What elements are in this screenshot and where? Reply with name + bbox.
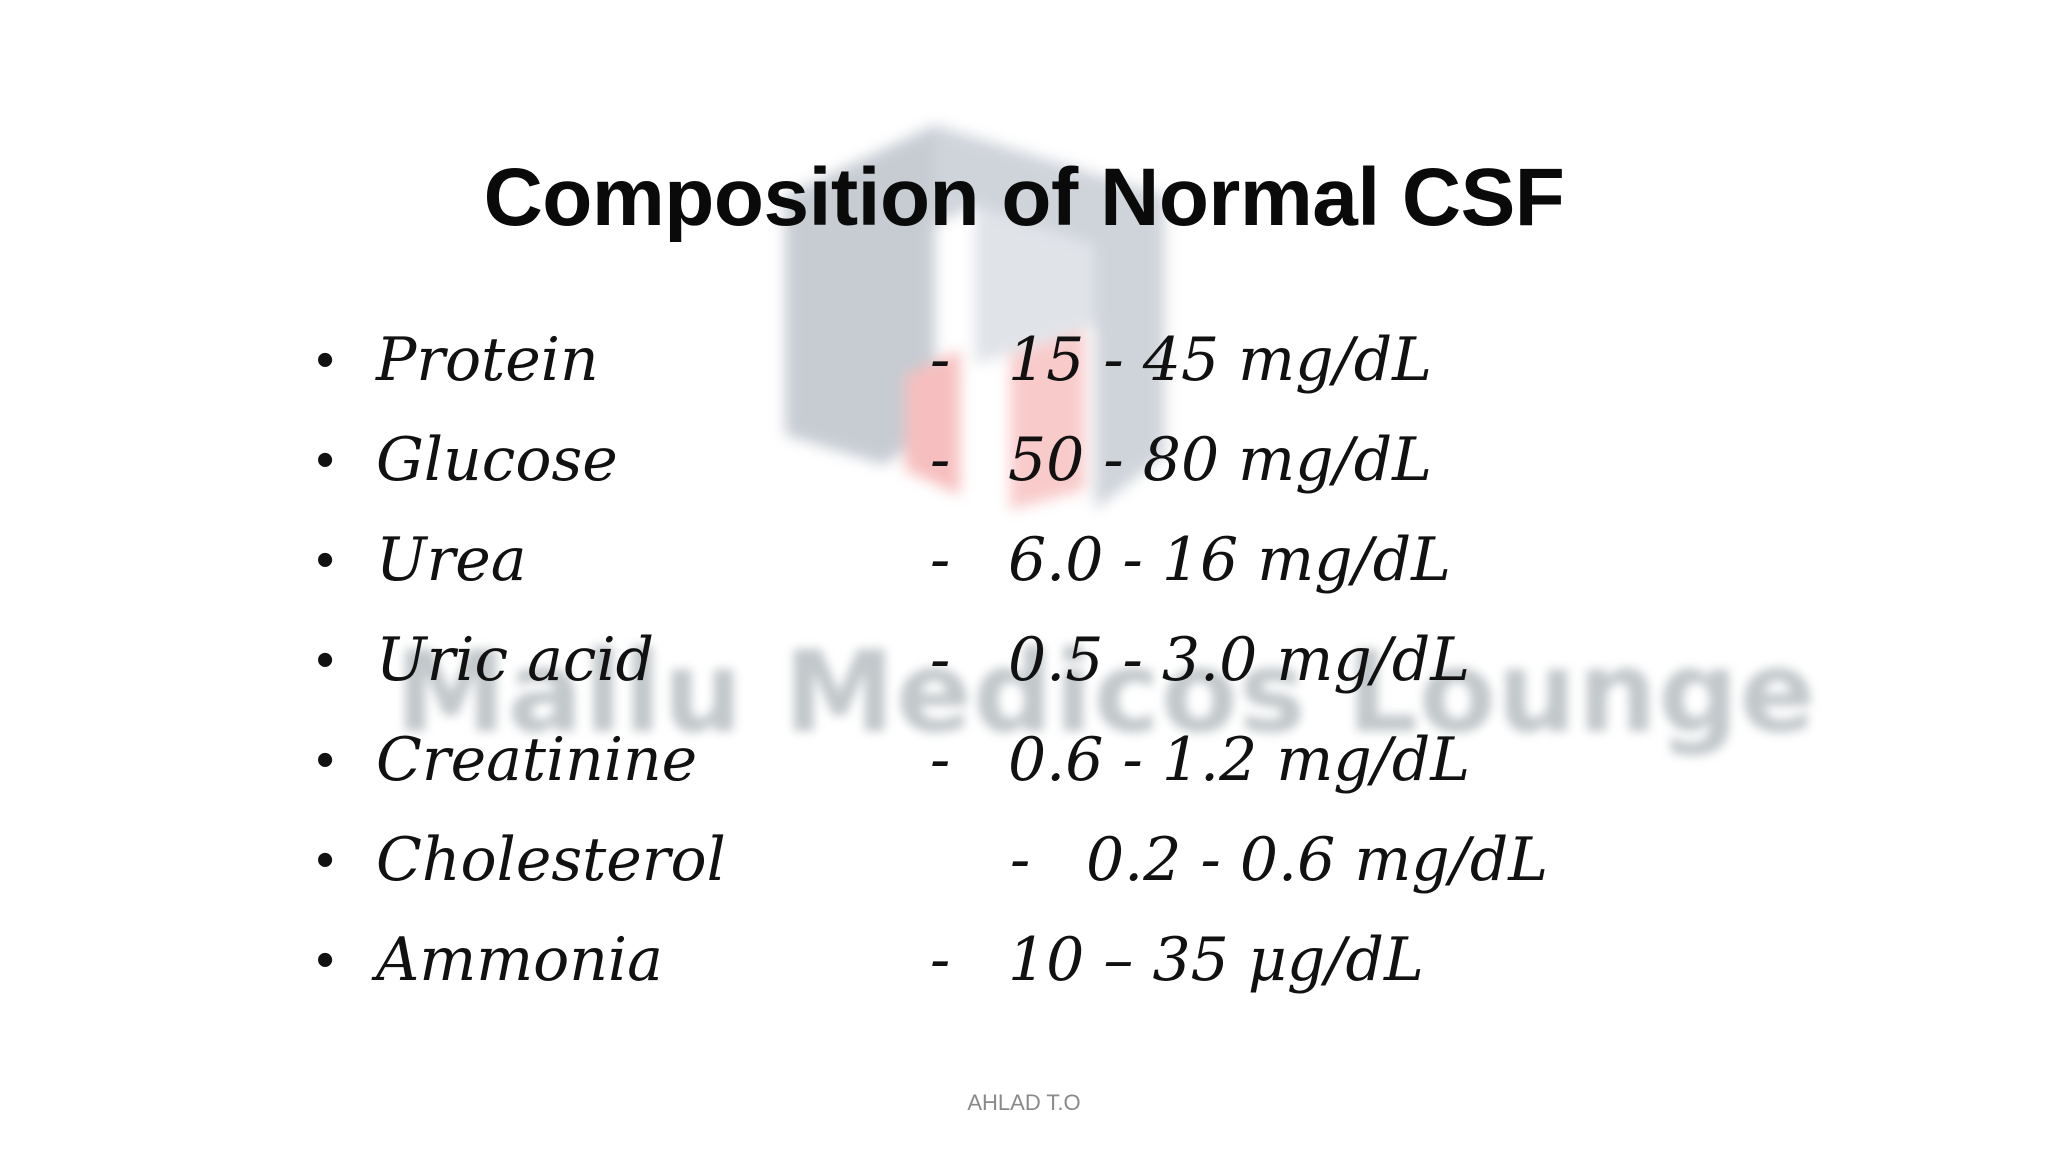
item-value: 10 – 35 μg/dL <box>1008 925 1424 995</box>
item-dash: - <box>930 525 951 595</box>
slide-footer-author: AHLAD T.O <box>967 1090 1081 1115</box>
item-value: 15 - 45 mg/dL <box>1008 325 1432 395</box>
logo-left-block <box>785 125 935 465</box>
item-name: Protein <box>376 325 599 395</box>
list-item-ammonia: • Ammonia - 10 – 35 μg/dL <box>0 910 2048 1010</box>
bullet-icon: • <box>316 831 335 889</box>
item-dash: - <box>930 725 951 795</box>
bullet-icon: • <box>316 531 335 589</box>
item-name: Cholesterol <box>376 825 726 895</box>
item-dash: - <box>930 425 951 495</box>
slide-title: Composition of Normal CSF <box>483 152 1565 243</box>
watermark-logo-icon <box>785 125 1165 510</box>
item-name: Urea <box>376 525 527 595</box>
list-item-protein: • Protein - 15 - 45 mg/dL <box>0 310 2048 410</box>
logo-red-right <box>1010 330 1085 510</box>
item-value: 6.0 - 16 mg/dL <box>1008 525 1452 595</box>
bullet-icon: • <box>316 431 335 489</box>
logo-right-block <box>935 125 1165 510</box>
item-dash: - <box>930 325 951 395</box>
logo-red-left <box>905 350 960 495</box>
csf-composition-list: • Protein - 15 - 45 mg/dL • Glucose - 50… <box>0 310 2048 1010</box>
bullet-icon: • <box>316 331 335 389</box>
item-value: 0.6 - 1.2 mg/dL <box>1008 725 1471 795</box>
item-value: 50 - 80 mg/dL <box>1008 425 1432 495</box>
item-name: Creatinine <box>376 725 698 795</box>
item-dash: - <box>1010 825 1031 895</box>
list-item-uric-acid: • Uric acid - 0.5 - 3.0 mg/dL <box>0 610 2048 710</box>
item-value: 0.5 - 3.0 mg/dL <box>1008 625 1471 695</box>
item-dash: - <box>930 925 951 995</box>
list-item-creatinine: • Creatinine - 0.6 - 1.2 mg/dL <box>0 710 2048 810</box>
item-name: Glucose <box>376 425 618 495</box>
list-item-glucose: • Glucose - 50 - 80 mg/dL <box>0 410 2048 510</box>
item-name: Ammonia <box>376 925 663 995</box>
watermark-text: Mallu Medicos Lounge <box>395 628 1817 758</box>
item-dash: - <box>930 625 951 695</box>
bullet-icon: • <box>316 731 335 789</box>
logo-center <box>975 205 1095 365</box>
list-item-cholesterol: • Cholesterol - 0.2 - 0.6 mg/dL <box>0 810 2048 910</box>
item-value: 0.2 - 0.6 mg/dL <box>1086 825 1549 895</box>
bullet-icon: • <box>316 631 335 689</box>
list-item-urea: • Urea - 6.0 - 16 mg/dL <box>0 510 2048 610</box>
bullet-icon: • <box>316 931 335 989</box>
item-name: Uric acid <box>376 625 655 695</box>
